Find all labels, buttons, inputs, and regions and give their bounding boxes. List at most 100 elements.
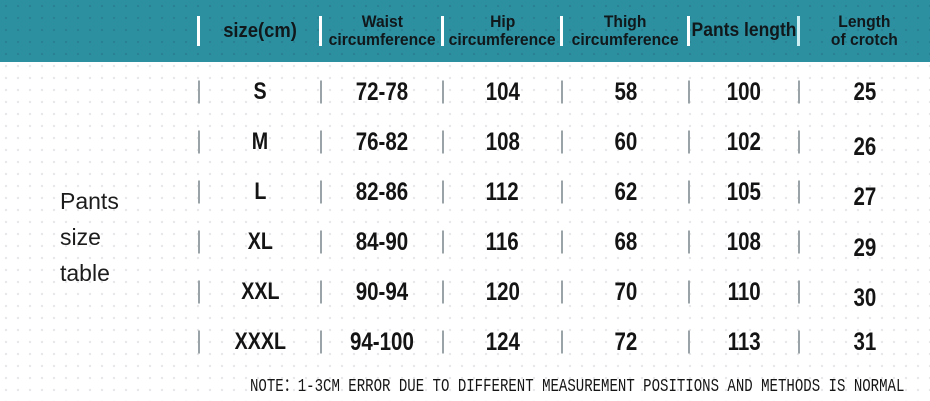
cell-hip: 108	[442, 117, 562, 167]
column-divider	[688, 130, 690, 154]
cell-waist: 76-82	[320, 117, 443, 167]
cell-waist: 94-100	[320, 317, 443, 367]
column-divider	[798, 80, 800, 104]
cell-pants-length: 105	[688, 167, 799, 217]
column-divider	[442, 80, 444, 104]
header-divider	[797, 16, 800, 46]
table-caption: Pants size table	[60, 188, 119, 286]
column-divider	[442, 230, 444, 254]
column-header-label: Pants length	[691, 20, 797, 41]
column-divider	[561, 330, 563, 354]
column-header-size: size(cm)	[197, 0, 321, 62]
cell-waist: 82-86	[320, 167, 443, 217]
column-divider	[442, 130, 444, 154]
column-divider	[442, 280, 444, 304]
cell-pants-length: 110	[688, 267, 799, 317]
column-divider	[198, 330, 200, 354]
measurement-note: NOTE：1-3CM ERROR DUE TO DIFFERENT MEASUR…	[250, 377, 905, 397]
cell-waist: 90-94	[320, 267, 443, 317]
column-header-label: circumference	[328, 30, 436, 49]
cell-hip: 104	[442, 67, 562, 117]
column-header-label: Length	[838, 12, 891, 31]
cell-size: S	[198, 67, 321, 117]
column-divider	[320, 130, 322, 154]
cell-pants-length: 113	[688, 317, 799, 367]
column-divider	[688, 280, 690, 304]
column-header-label: size(cm)	[223, 20, 297, 42]
cell-waist: 72-78	[320, 67, 443, 117]
column-divider	[320, 280, 322, 304]
header-divider	[319, 16, 322, 46]
cell-pants-length: 102	[688, 117, 799, 167]
column-header-label: of crotch	[831, 30, 898, 49]
column-divider	[198, 130, 200, 154]
column-header-label: circumference	[572, 30, 679, 49]
cell-crotch: 26	[798, 117, 930, 167]
cell-size: M	[198, 117, 321, 167]
cell-pants-length: 100	[688, 67, 799, 117]
column-header-thigh: Thigh circumference	[560, 0, 689, 62]
table-row-xxl: XXL 90-94 120 70 110 30	[0, 267, 930, 317]
column-divider	[320, 80, 322, 104]
header-divider	[441, 16, 444, 46]
cell-thigh: 72	[561, 317, 689, 367]
column-divider	[798, 330, 800, 354]
column-header-crotch: Length of crotch	[797, 0, 930, 62]
header-spacer	[0, 0, 199, 62]
column-divider	[561, 80, 563, 104]
column-divider	[798, 130, 800, 154]
cell-pants-length: 108	[688, 217, 799, 267]
column-divider	[561, 280, 563, 304]
column-divider	[198, 280, 200, 304]
column-divider	[798, 230, 800, 254]
cell-crotch: 27	[798, 167, 930, 217]
cell-hip: 124	[442, 317, 562, 367]
row-spacer	[0, 267, 199, 317]
cell-thigh: 60	[561, 117, 689, 167]
cell-size: XXXL	[198, 317, 321, 367]
table-row-xxxl: XXXL 94-100 124 72 113 31	[0, 317, 930, 367]
column-divider	[561, 130, 563, 154]
cell-waist: 84-90	[320, 217, 443, 267]
column-divider	[442, 330, 444, 354]
cell-crotch: 30	[798, 267, 930, 317]
cell-size: L	[198, 167, 321, 217]
column-divider	[198, 80, 200, 104]
cell-size: XL	[198, 217, 321, 267]
column-divider	[320, 330, 322, 354]
column-header-pants-length: Pants length	[687, 0, 799, 62]
column-header-label: Thigh	[604, 12, 647, 31]
column-header-label: Hip	[489, 12, 516, 31]
column-header-hip: Hip circumference	[441, 0, 562, 62]
cell-crotch: 29	[798, 217, 930, 267]
cell-thigh: 62	[561, 167, 689, 217]
column-divider	[798, 280, 800, 304]
header-divider	[197, 16, 200, 46]
row-spacer	[0, 317, 199, 367]
column-divider	[798, 180, 800, 204]
column-divider	[561, 230, 563, 254]
cell-crotch: 25	[798, 67, 930, 117]
table-row-l: L 82-86 112 62 105 27	[0, 167, 930, 217]
row-spacer	[0, 67, 199, 117]
cell-hip: 120	[442, 267, 562, 317]
cell-thigh: 58	[561, 67, 689, 117]
cell-crotch: 31	[798, 317, 930, 367]
column-header-label: Waist	[361, 12, 403, 31]
cell-thigh: 68	[561, 217, 689, 267]
table-row-m: M 76-82 108 60 102 26	[0, 117, 930, 167]
row-spacer	[0, 117, 199, 167]
table-row-s: S 72-78 104 58 100 25	[0, 67, 930, 117]
row-spacer	[0, 167, 199, 217]
column-divider	[688, 180, 690, 204]
table-header-bar: size(cm) Waist circumference Hip circumf…	[0, 0, 930, 62]
column-divider	[320, 180, 322, 204]
cell-size: XXL	[198, 267, 321, 317]
cell-hip: 112	[442, 167, 562, 217]
column-divider	[688, 80, 690, 104]
header-divider	[687, 16, 690, 46]
column-divider	[561, 180, 563, 204]
table-body: S 72-78 104 58 100 25 M 76-82 108 60 102…	[0, 67, 930, 367]
column-divider	[198, 180, 200, 204]
